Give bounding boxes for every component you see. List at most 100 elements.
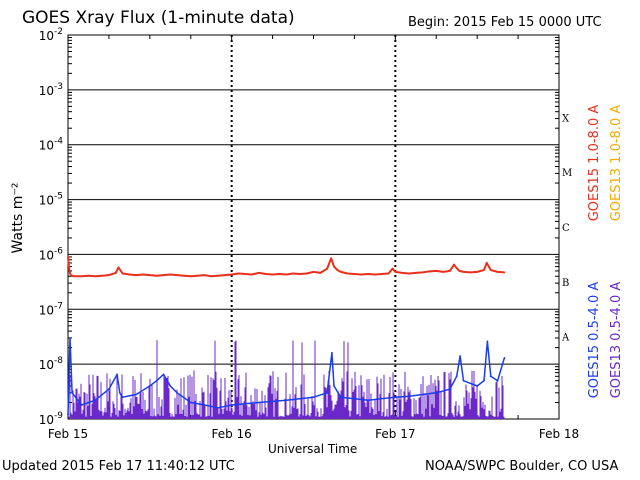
series-point: [326, 391, 328, 394]
series-point: [135, 393, 138, 396]
series-point: [336, 269, 339, 271]
x-tick-label: Feb 15: [48, 427, 88, 441]
series-point: [87, 274, 90, 277]
y-tick-label: 10-7: [39, 301, 63, 317]
series-point: [121, 396, 124, 399]
flare-class-label: X: [562, 113, 570, 124]
series-point: [331, 352, 333, 354]
series-point: [367, 273, 369, 275]
series-point: [278, 273, 281, 275]
legend-entry: GOES13 0.5-4.0 A: [609, 282, 624, 399]
series-point: [503, 357, 506, 359]
series-point: [285, 273, 288, 276]
legend-entry: GOES15 1.0-8.0 A: [587, 105, 602, 222]
series-point: [108, 274, 110, 276]
series-point: [496, 271, 499, 273]
series-point: [155, 274, 158, 277]
flare-class-label: C: [562, 223, 570, 234]
series-point: [155, 379, 158, 382]
series-point: [367, 399, 369, 402]
series-point: [258, 272, 260, 274]
x-tick-label: Feb 17: [375, 427, 415, 441]
series-point: [114, 272, 117, 274]
series-point: [169, 273, 172, 276]
y-tick-label: 10-6: [39, 246, 64, 262]
series-point: [203, 404, 206, 406]
flare-class-label: A: [561, 333, 570, 344]
credit-text: NOAA/SWPC Boulder, CO USA: [425, 459, 619, 474]
series-point: [391, 267, 394, 270]
series-point: [101, 274, 103, 277]
series-point: [80, 404, 83, 406]
series-point: [69, 274, 72, 276]
series-point: [459, 355, 461, 357]
series-point: [483, 379, 485, 382]
series-point: [380, 273, 383, 275]
series-point: [244, 273, 247, 275]
updated-timestamp: Updated 2015 Feb 17 11:40:12 UTC: [2, 459, 235, 474]
series-point: [299, 273, 301, 275]
series-point: [118, 391, 121, 394]
begin-time: Begin: 2015 Feb 15 0000 UTC: [408, 15, 602, 30]
y-tick-label: 10-4: [39, 137, 64, 153]
series-point: [333, 385, 335, 387]
series-point: [401, 272, 404, 274]
y-tick-label: 10-3: [39, 82, 63, 98]
series-point: [312, 271, 315, 273]
series-point: [503, 271, 506, 274]
series-point: [455, 375, 458, 378]
series-point: [408, 395, 410, 398]
series-point: [442, 271, 444, 273]
series-point: [142, 273, 144, 276]
series-point: [121, 272, 124, 275]
series-point: [496, 379, 499, 382]
series-point: [116, 373, 118, 376]
series-point: [169, 385, 172, 387]
series-point: [394, 271, 397, 273]
y-tick-label: 10-2: [39, 27, 63, 43]
series-point: [217, 274, 219, 277]
series-point: [421, 393, 424, 396]
series-point: [251, 273, 254, 276]
series-point: [489, 269, 492, 271]
series-point: [258, 401, 260, 404]
series-point: [486, 340, 489, 343]
series-point: [80, 275, 83, 278]
chart-title: GOES Xray Flux (1-minute data): [22, 8, 295, 28]
y-tick-label: 10-5: [39, 192, 63, 208]
series-point: [230, 273, 233, 276]
series-point: [483, 269, 485, 271]
series-point: [69, 337, 71, 339]
series-point: [94, 275, 97, 278]
series-point: [176, 391, 179, 394]
series-point: [458, 270, 461, 272]
series-point: [264, 273, 267, 275]
flare-class-label: B: [562, 278, 569, 289]
series-point: [489, 375, 492, 378]
series-point: [326, 267, 328, 270]
series-point: [148, 385, 151, 387]
series-point: [339, 396, 342, 399]
series-point: [476, 271, 479, 273]
series-point: [189, 275, 192, 278]
series-point: [210, 275, 213, 278]
series-point: [162, 373, 165, 376]
series-point: [476, 385, 479, 387]
series-point: [346, 272, 349, 275]
series-point: [421, 271, 424, 274]
series-point: [387, 272, 390, 275]
series-point: [414, 272, 417, 274]
series-point: [71, 391, 73, 394]
series-point: [312, 396, 315, 399]
series-point: [319, 272, 322, 274]
series-point: [223, 274, 226, 276]
series-point: [469, 271, 472, 274]
flare-class-label: M: [562, 168, 572, 179]
series-point: [72, 275, 75, 278]
series-point: [330, 257, 333, 260]
series-point: [237, 272, 240, 275]
series-point: [162, 274, 165, 276]
series-point: [333, 265, 335, 268]
x-tick-label: Feb 16: [211, 427, 251, 441]
series-point: [196, 274, 199, 277]
